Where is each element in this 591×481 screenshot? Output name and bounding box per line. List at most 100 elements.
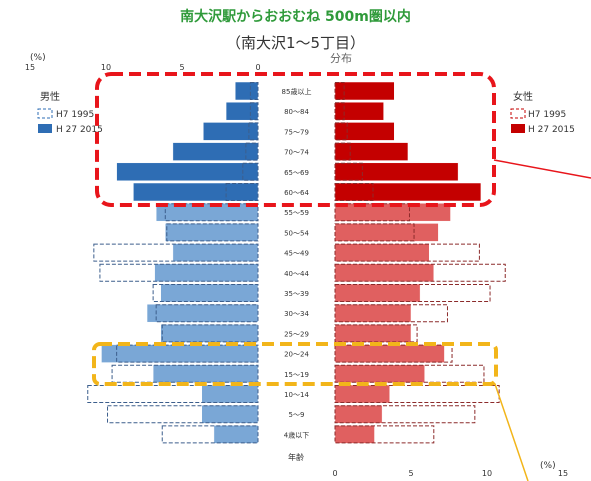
bar-male-2015 — [146, 303, 259, 323]
age-group-label: 20～24 — [284, 351, 309, 359]
bar-male-1995 — [249, 82, 259, 100]
bar-male-2015 — [116, 162, 259, 182]
age-group-label: 70～74 — [284, 149, 309, 157]
bar-female-2015 — [334, 324, 412, 343]
bar-male-1995 — [87, 385, 259, 403]
female-legend: 女性 H7 1995 H 27 2015 — [510, 90, 575, 135]
age-axis-label: 年齢 — [288, 452, 304, 462]
male-1995-label: H7 1995 — [56, 110, 94, 120]
bar-male-1995 — [161, 324, 259, 343]
age-group-label: 4歳以下 — [284, 430, 309, 439]
bar-male-1995 — [161, 425, 259, 444]
age-group-label: 60～64 — [284, 189, 309, 197]
bar-male-2015 — [234, 81, 259, 101]
bar-female-1995 — [334, 425, 435, 444]
callout-line-yellow — [494, 383, 529, 481]
right-tick-label: 0 — [332, 469, 337, 478]
bar-male-1995 — [225, 183, 259, 201]
male-2015-label: H 27 2015 — [56, 125, 103, 135]
right-tick-label: 15 — [558, 469, 568, 478]
bar-female-2015 — [334, 101, 384, 121]
bar-male-2015 — [201, 404, 259, 424]
bar-female-2015 — [334, 384, 390, 404]
female-2015-label: H 27 2015 — [528, 125, 575, 135]
chart-subtitle: （南大沢1～5丁目） — [225, 34, 366, 52]
left-unit-label: (%) — [30, 53, 46, 63]
age-group-label: 65～69 — [284, 169, 309, 177]
bar-male-2015 — [133, 182, 259, 202]
age-group-label: 80～84 — [284, 108, 309, 116]
bar-male-2015 — [160, 324, 259, 343]
female-2015-swatch — [511, 124, 525, 133]
age-group-label: 50～54 — [284, 229, 309, 237]
bar-female-1995 — [334, 223, 415, 242]
bar-female-2015 — [334, 404, 383, 424]
male-legend-title: 男性 — [40, 90, 60, 103]
bar-female-1995 — [334, 162, 363, 181]
female-1995-swatch — [510, 108, 526, 119]
bar-female-1995 — [334, 102, 345, 121]
bar-male-2015 — [203, 122, 259, 141]
age-group-label: 45～49 — [284, 250, 309, 258]
bar-female-1995 — [334, 243, 480, 262]
bar-female-2015 — [334, 303, 412, 323]
bar-female-1995 — [334, 122, 348, 141]
bar-female-1995 — [334, 82, 345, 100]
age-group-label: 25～29 — [284, 330, 309, 338]
bar-male-1995 — [116, 344, 259, 363]
female-legend-title: 女性 — [513, 90, 533, 103]
age-group-label: 5～9 — [289, 411, 305, 419]
bar-male-1995 — [248, 122, 259, 141]
female-1995-label: H7 1995 — [528, 110, 566, 120]
bar-male-1995 — [107, 405, 259, 424]
bar-female-1995 — [334, 183, 374, 201]
age-group-label: 55～59 — [284, 209, 309, 217]
bar-male-2015 — [172, 243, 259, 262]
callout-line-red — [493, 159, 591, 179]
bar-female-2015 — [334, 243, 430, 262]
highlight-box-elderly — [95, 72, 496, 207]
bar-female-1995 — [334, 304, 448, 323]
bar-male-2015 — [165, 223, 259, 242]
bar-male-2015 — [213, 425, 259, 444]
bar-female-2015 — [334, 223, 439, 242]
age-group-label: 85歳以上 — [282, 87, 312, 96]
bar-female-2015 — [334, 263, 435, 283]
bar-female-1995 — [334, 344, 453, 363]
bar-male-1995 — [245, 142, 259, 161]
right-tick-label: 5 — [408, 469, 413, 478]
bar-male-2015 — [160, 283, 259, 303]
right-tick-label: 10 — [482, 469, 492, 478]
bar-female-1995 — [334, 284, 491, 302]
bar-female-2015 — [334, 344, 445, 363]
bar-male-1995 — [242, 162, 259, 181]
left-tick-label: 10 — [101, 63, 111, 72]
bar-male-1995 — [155, 304, 259, 323]
bar-male-2015 — [172, 142, 259, 161]
bar-male-1995 — [152, 284, 259, 302]
left-tick-label: 5 — [179, 63, 184, 72]
bar-male-2015 — [155, 202, 259, 222]
age-group-label: 35～39 — [284, 290, 309, 298]
highlight-box-youth — [92, 342, 498, 386]
male-legend: 男性 H7 1995 H 27 2015 — [37, 90, 103, 135]
bar-female-2015 — [334, 142, 409, 161]
left-tick-label: 15 — [25, 63, 35, 72]
bar-female-1995 — [334, 364, 485, 383]
bar-female-1995 — [334, 142, 351, 161]
bar-female-2015 — [334, 283, 421, 303]
age-group-label: 75～79 — [284, 128, 309, 136]
bar-female-2015 — [334, 364, 425, 384]
bar-male-1995 — [99, 263, 259, 282]
chart-subnote: 分布 — [330, 52, 352, 65]
bar-male-2015 — [225, 101, 259, 121]
bar-male-2015 — [154, 263, 259, 283]
bar-male-1995 — [249, 102, 259, 121]
age-group-label: 30～34 — [284, 310, 309, 318]
chart-title: 南大沢駅からおおむね 500m圏以内 — [180, 9, 411, 25]
age-group-label: 10～14 — [284, 391, 309, 399]
bar-male-2015 — [201, 384, 259, 404]
male-2015-swatch — [38, 124, 52, 133]
bar-female-1995 — [334, 263, 506, 282]
